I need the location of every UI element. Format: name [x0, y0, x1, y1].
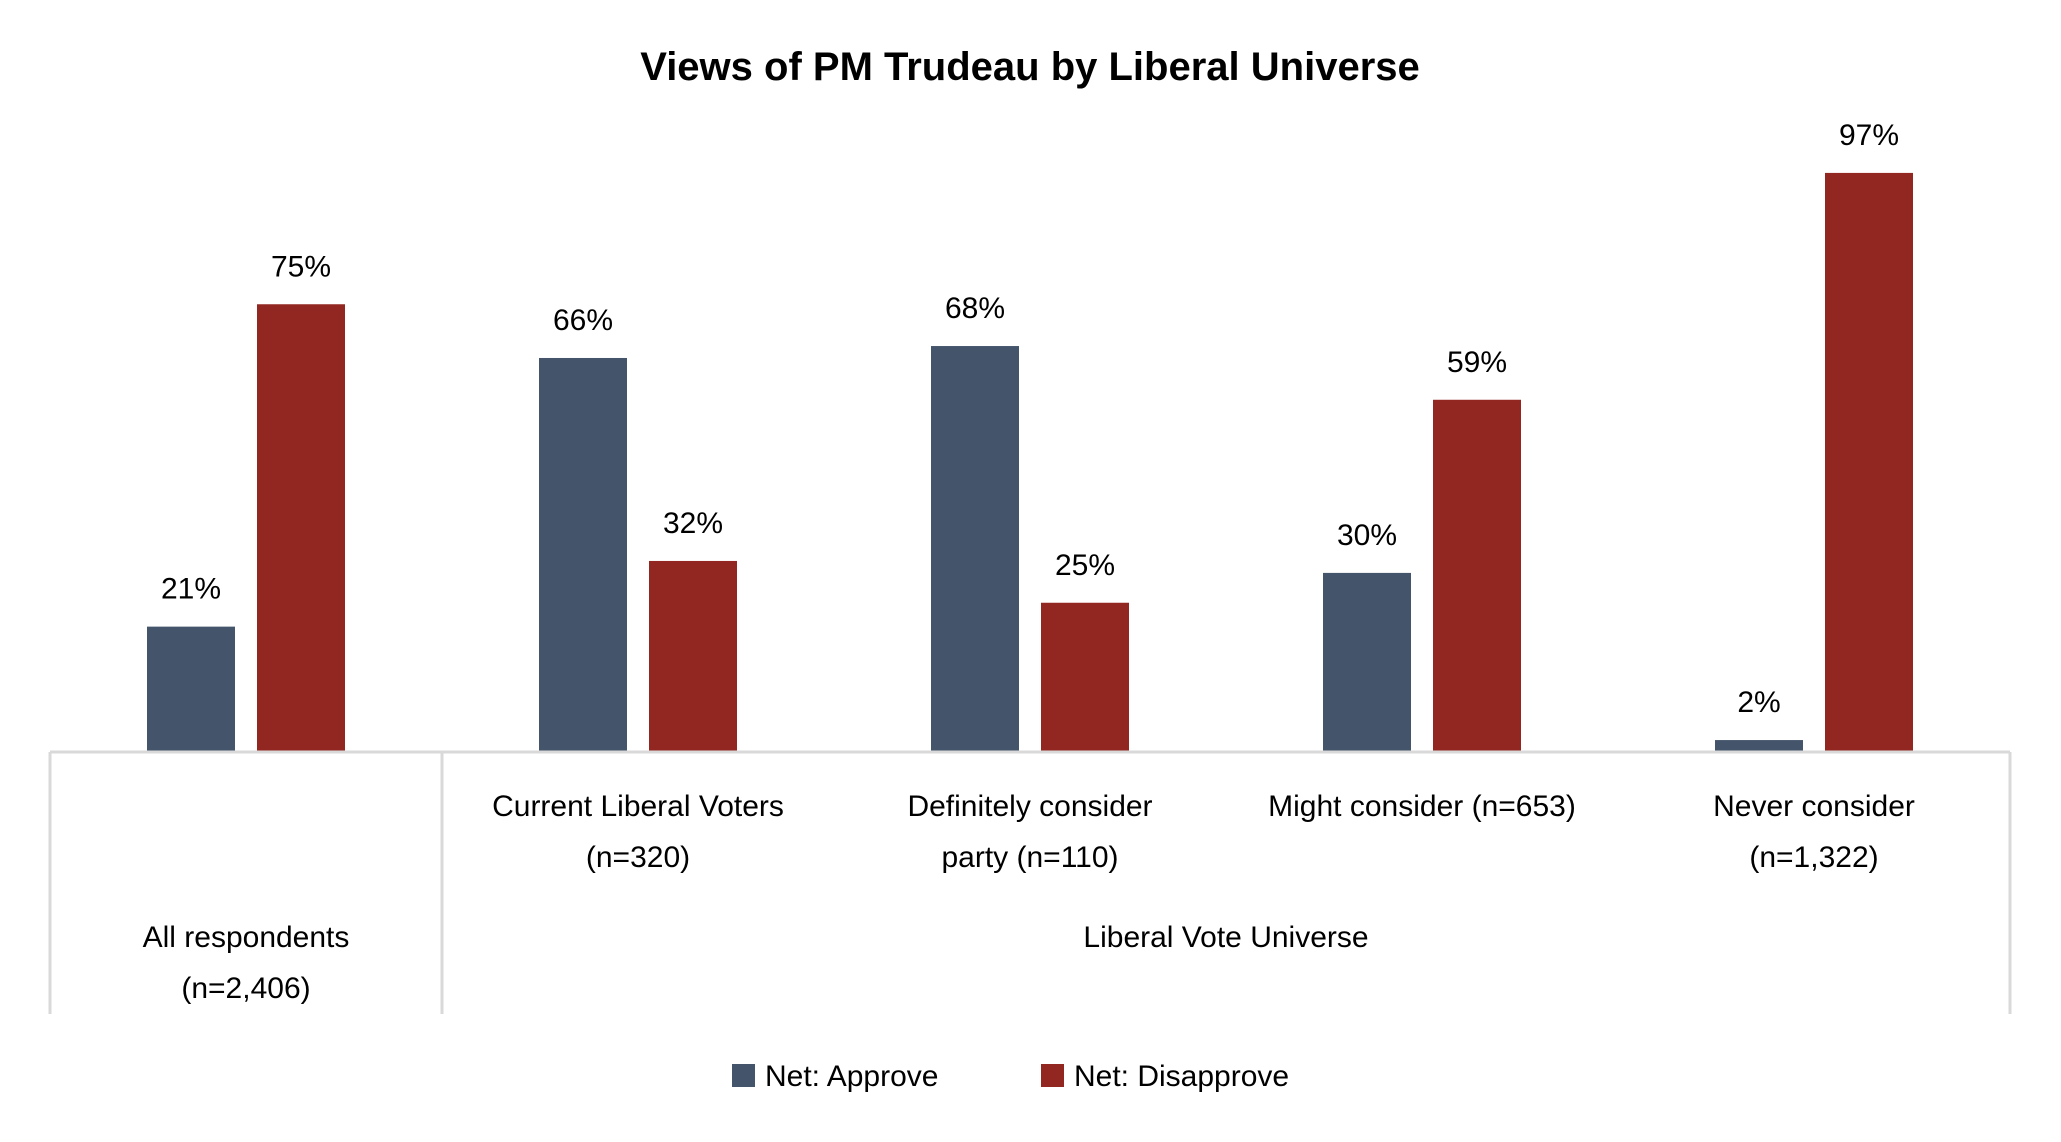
category-label: (n=320): [586, 841, 690, 874]
category-label: (n=1,322): [1749, 841, 1878, 874]
bar-disapprove: [1825, 172, 1913, 752]
category-label: Might consider (n=653): [1268, 790, 1576, 823]
category-label: Current Liberal Voters: [492, 790, 784, 823]
data-label: 32%: [663, 507, 723, 540]
legend-label: Net: Approve: [765, 1060, 938, 1093]
data-label: 21%: [161, 573, 221, 606]
bar-disapprove: [649, 560, 737, 752]
category-label: Definitely consider: [907, 790, 1152, 823]
legend-swatch-disapprove: [1041, 1064, 1064, 1087]
data-label: 59%: [1447, 346, 1507, 379]
category-label: All respondents: [143, 921, 350, 954]
bar-approve: [147, 626, 235, 752]
data-label: 30%: [1337, 519, 1397, 552]
data-label: 68%: [945, 292, 1005, 325]
bar-approve: [539, 357, 627, 752]
bar-approve: [931, 346, 1019, 752]
bar-disapprove: [257, 304, 345, 752]
data-label: 75%: [271, 250, 331, 283]
data-label: 2%: [1737, 686, 1780, 719]
bar-approve: [1323, 572, 1411, 752]
data-label: 97%: [1839, 119, 1899, 152]
chart-title: Views of PM Trudeau by Liberal Universe: [640, 45, 1420, 89]
legend-label: Net: Disapprove: [1074, 1060, 1289, 1093]
category-label: party (n=110): [941, 841, 1118, 874]
legend-swatch-approve: [732, 1064, 755, 1087]
group-label: Liberal Vote Universe: [1083, 921, 1368, 954]
category-label: Never consider: [1713, 790, 1915, 823]
bar-disapprove: [1433, 399, 1521, 752]
bar-disapprove: [1041, 602, 1129, 752]
data-label: 66%: [553, 304, 613, 337]
legend: Net: Approve Net: Disapprove: [732, 1060, 1289, 1093]
data-label: 25%: [1055, 549, 1115, 582]
category-label: (n=2,406): [181, 972, 310, 1005]
bar-approve: [1715, 740, 1803, 752]
